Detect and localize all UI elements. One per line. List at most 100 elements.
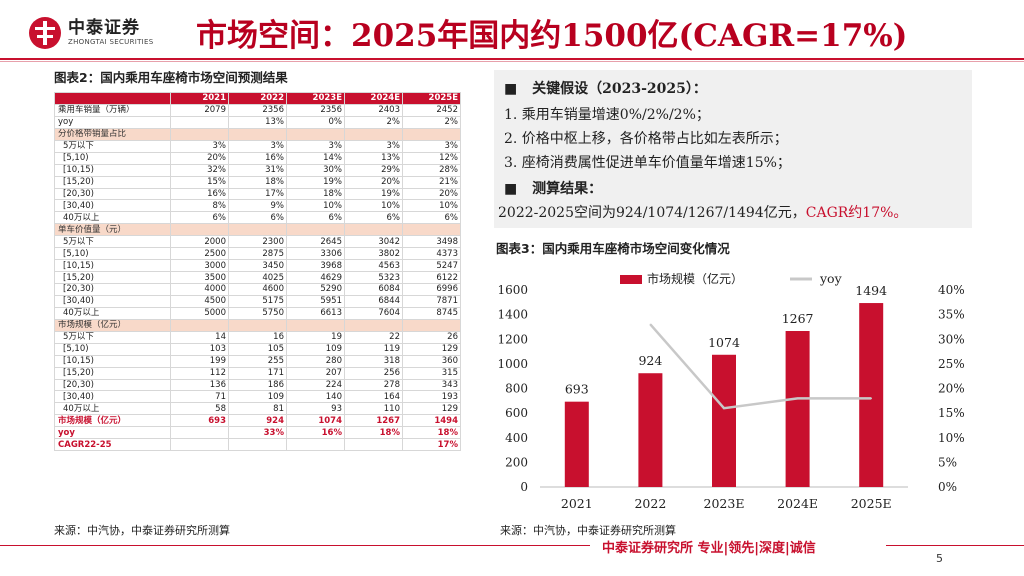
- table-row: 40万以上 6% 6% 6% 6% 6%: [54, 211, 461, 225]
- header-cell-year: 2025E: [402, 92, 461, 105]
- yoy-point: [796, 397, 799, 400]
- table-cell: 112: [170, 366, 229, 380]
- market-size-chart: 0 200 400 600 800 1000 1200 1400 1600 0% 5% 10% 15% 2…: [497, 271, 965, 511]
- header-divider-thin: [0, 61, 1024, 62]
- table-cell: 5290: [286, 283, 345, 296]
- table-cell: 32%: [170, 163, 229, 177]
- table-cell: 20%: [402, 187, 461, 201]
- table-cell: 28%: [402, 163, 461, 177]
- table-cell: 0%: [286, 115, 345, 129]
- table-row: [15,20) 3500 4025 4629 5323 6122: [54, 271, 461, 284]
- table-cell: 31%: [228, 163, 287, 177]
- table-cell: 3306: [286, 247, 345, 261]
- bar-data-label: 693: [565, 382, 589, 397]
- table-cell: [402, 223, 461, 237]
- table-cell: 3042: [344, 235, 403, 249]
- y-axis-tick-label: 1400: [497, 308, 528, 322]
- bar: [785, 331, 810, 487]
- header-cell-year: 2022: [228, 92, 287, 105]
- x-axis-tick-label: 2022: [634, 496, 666, 511]
- table-cell: 13%: [228, 115, 287, 129]
- table-cell: 5000: [170, 306, 229, 320]
- table-cell: 2079: [170, 103, 229, 117]
- table-row: CAGR22-25 17%: [54, 438, 461, 452]
- table-cell: 20%: [344, 175, 403, 189]
- row-label: 40万以上: [54, 306, 171, 320]
- table-cell: 17%: [402, 438, 461, 452]
- y2-axis-tick-label: 10%: [938, 431, 965, 445]
- cagr-highlight: CAGR约17%。: [805, 205, 908, 221]
- table-cell: [402, 318, 461, 332]
- table-cell: 2875: [228, 247, 287, 261]
- table-cell: 17%: [228, 187, 287, 201]
- table-cell: 6%: [170, 211, 229, 225]
- table-cell: 7871: [402, 294, 461, 308]
- assumption-item-2: 2. 价格中枢上移，各价格带占比如左表所示；: [504, 131, 788, 147]
- table-cell: 18%: [228, 175, 287, 189]
- table-cell: 10%: [402, 199, 461, 213]
- table-cell: 4373: [402, 247, 461, 261]
- table-cell: 5323: [344, 271, 403, 284]
- table-cell: 2500: [170, 247, 229, 261]
- table-cell: 3500: [170, 271, 229, 284]
- table-cell: 278: [344, 378, 403, 392]
- brand-name-en: ZHONGTAI SECURITIES: [68, 38, 154, 46]
- table-cell: 1267: [344, 414, 403, 428]
- table-cell: 33%: [228, 426, 287, 440]
- table-cell: 29%: [344, 163, 403, 177]
- legend-line-label: yoy: [819, 271, 843, 286]
- row-label: [10,15): [54, 259, 171, 273]
- table-row: [20,30) 16% 17% 18% 19% 20%: [54, 187, 461, 201]
- bullet-square-icon: ■: [504, 81, 518, 97]
- header-cell-year: 2023E: [286, 92, 345, 105]
- row-label: 乘用车销量（万辆）: [54, 103, 171, 117]
- table-cell: 2452: [402, 103, 461, 117]
- table-row: 市场规模（亿元）: [54, 318, 461, 332]
- row-label: 市场规模（亿元）: [54, 414, 171, 428]
- table-cell: 8745: [402, 306, 461, 320]
- row-label: [5,10): [54, 342, 171, 356]
- result-text: 2022-2025空间为924/1074/1267/1494亿元，CAGR约17…: [498, 205, 908, 221]
- header-divider: [0, 58, 1024, 60]
- y-axis-tick-label: 200: [505, 455, 528, 469]
- y-axis-tick-label: 1600: [497, 283, 528, 297]
- table-cell: 315: [402, 366, 461, 380]
- table-cell: 6122: [402, 271, 461, 284]
- y2-axis-tick-label: 40%: [938, 283, 965, 297]
- table-cell: 256: [344, 366, 403, 380]
- table-cell: [286, 318, 345, 332]
- table-cell: 3%: [228, 139, 287, 153]
- table-cell: 21%: [402, 175, 461, 189]
- footer-divider-left: [0, 545, 590, 546]
- table-cell: 171: [228, 366, 287, 380]
- y-axis-tick-label: 1200: [497, 332, 528, 346]
- zhongtai-logo-icon: [29, 17, 61, 49]
- bar-data-label: 1267: [782, 311, 814, 326]
- table-cell: 18%: [286, 187, 345, 201]
- result-heading: ■ 测算结果：: [504, 181, 603, 197]
- table-cell: 3802: [344, 247, 403, 261]
- table-row: [5,10) 2500 2875 3306 3802 4373: [54, 247, 461, 261]
- table-row: yoy 13% 0% 2% 2%: [54, 115, 461, 129]
- table-cell: 3450: [228, 259, 287, 273]
- table-cell: 318: [344, 354, 403, 368]
- y-axis-tick-label: 0: [520, 480, 528, 494]
- yoy-point: [870, 397, 872, 400]
- table-cell: 129: [402, 342, 461, 356]
- table-cell: 6%: [228, 211, 287, 225]
- table-cell: 186: [228, 378, 287, 392]
- table-cell: [344, 223, 403, 237]
- table-cell: 3%: [286, 139, 345, 153]
- row-label: 40万以上: [54, 402, 171, 416]
- table-cell: 15%: [170, 175, 229, 189]
- y2-axis-tick-label: 25%: [938, 357, 965, 371]
- table-cell: 19%: [344, 187, 403, 201]
- page-title: 市场空间：2025年国内约1500亿(CAGR=17%): [196, 18, 908, 54]
- table-cell: 30%: [286, 163, 345, 177]
- table-cell: 1494: [402, 414, 461, 428]
- table-cell: 93: [286, 402, 345, 416]
- footer-slogan: 中泰证券研究所 专业|领先|深度|诚信: [602, 541, 816, 556]
- yoy-line: [649, 323, 872, 410]
- row-label: [5,10): [54, 247, 171, 261]
- row-label: [15,20): [54, 366, 171, 380]
